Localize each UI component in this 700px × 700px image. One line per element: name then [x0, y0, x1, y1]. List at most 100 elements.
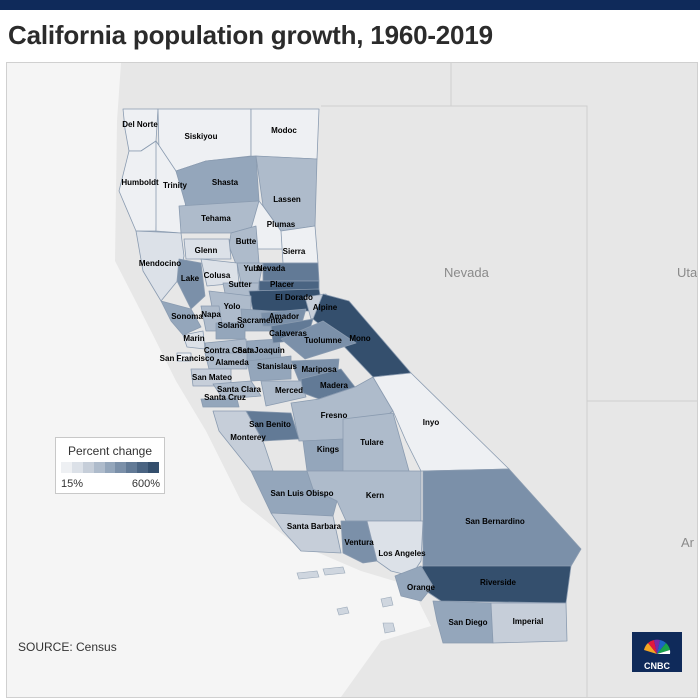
county-label-san-francisco: San Francisco	[160, 354, 215, 363]
county-label-fresno: Fresno	[321, 411, 348, 420]
county-sierra[interactable]	[280, 225, 319, 264]
county-label-marin: Marin	[183, 334, 204, 343]
county-san-diego[interactable]	[432, 600, 494, 644]
county-label-san-benito: San Benito	[249, 420, 291, 429]
state-label-utah: Uta	[677, 265, 697, 280]
county-label-lake: Lake	[181, 274, 200, 283]
legend: Percent change 15% 600%	[55, 437, 165, 494]
legend-swatch	[126, 462, 138, 473]
california-map[interactable]: Del Norte Siskiyou Modoc Humboldt Trinity Sha…	[7, 63, 697, 697]
county-label-calaveras: Calaveras	[269, 329, 307, 338]
legend-swatch	[93, 462, 105, 473]
county-label-glenn: Glenn	[195, 246, 218, 255]
county-label-sacramento: Sacramento	[237, 316, 283, 325]
county-label-santa-clara: Santa Clara	[217, 385, 262, 394]
county-label-monterey: Monterey	[230, 433, 266, 442]
map-container[interactable]: Del Norte Siskiyou Modoc Humboldt Trinity Sha…	[6, 62, 698, 698]
county-label-alpine: Alpine	[313, 303, 338, 312]
legend-swatch	[137, 462, 149, 473]
county-san-francisco[interactable]	[176, 352, 192, 362]
legend-min-label: 15%	[61, 478, 84, 490]
county-label-san-mateo: San Mateo	[192, 373, 232, 382]
county-label-solano: Solano	[218, 321, 245, 330]
county-santa-barbara[interactable]	[270, 512, 342, 554]
county-label-riverside: Riverside	[480, 578, 517, 587]
county-label-colusa: Colusa	[204, 271, 231, 280]
county-label-inyo: Inyo	[423, 418, 440, 427]
county-marin[interactable]	[182, 330, 206, 350]
county-label-amador: Amador	[269, 312, 299, 321]
county-label-mono: Mono	[349, 334, 370, 343]
county-label-napa: Napa	[201, 310, 221, 319]
county-label-sutter: Sutter	[228, 280, 251, 289]
county-label-orange: Orange	[407, 583, 436, 592]
top-bar	[0, 0, 700, 10]
county-ventura[interactable]	[340, 520, 378, 564]
county-label-san-joaquin: San Joaquin	[237, 346, 285, 355]
county-lake[interactable]	[176, 258, 206, 310]
county-label-san-bernardino: San Bernardino	[465, 517, 525, 526]
county-label-merced: Merced	[275, 386, 303, 395]
county-label-stanislaus: Stanislaus	[257, 362, 298, 371]
source-note: SOURCE: Census	[18, 640, 117, 654]
county-orange[interactable]	[394, 565, 434, 602]
county-label-alameda: Alameda	[215, 358, 249, 367]
county-label-yolo: Yolo	[224, 302, 241, 311]
county-label-shasta: Shasta	[212, 178, 239, 187]
county-shasta[interactable]	[175, 155, 260, 207]
county-imperial[interactable]	[490, 602, 568, 644]
county-stanislaus[interactable]	[246, 355, 292, 382]
county-santa-cruz[interactable]	[200, 398, 240, 408]
legend-swatch	[115, 462, 127, 473]
legend-title: Percent change	[67, 444, 153, 458]
county-alameda[interactable]	[204, 352, 248, 370]
county-sonoma[interactable]	[160, 300, 202, 336]
legend-color-scale	[61, 462, 160, 473]
county-label-santa-barbara: Santa Barbara	[287, 522, 342, 531]
county-san-bernardino[interactable]	[422, 468, 582, 567]
county-label-ventura: Ventura	[344, 538, 374, 547]
county-santa-clara[interactable]	[212, 380, 262, 400]
county-label-placer: Placer	[270, 280, 294, 289]
county-kings[interactable]	[302, 438, 344, 472]
county-label-butte: Butte	[236, 237, 257, 246]
county-tuolumne[interactable]	[280, 320, 357, 360]
county-label-mariposa: Mariposa	[301, 365, 337, 374]
county-label-lassen: Lassen	[273, 195, 301, 204]
legend-swatch	[104, 462, 116, 473]
county-label-nevada: Nevada	[257, 264, 286, 273]
county-label-modoc: Modoc	[271, 126, 297, 135]
county-label-plumas: Plumas	[267, 220, 296, 229]
county-label-del-norte: Del Norte	[122, 120, 158, 129]
county-label-tehama: Tehama	[201, 214, 231, 223]
county-label-tulare: Tulare	[360, 438, 384, 447]
county-label-san-luis-obispo: San Luis Obispo	[270, 489, 333, 498]
state-label-nevada: Nevada	[444, 265, 490, 280]
county-label-el-dorado: El Dorado	[275, 293, 313, 302]
county-label-tuolumne: Tuolumne	[304, 336, 342, 345]
county-label-san-diego: San Diego	[448, 618, 487, 627]
county-label-humboldt: Humboldt	[121, 178, 159, 187]
county-label-siskiyou: Siskiyou	[185, 132, 218, 141]
legend-swatch	[82, 462, 94, 473]
county-label-sierra: Sierra	[283, 247, 306, 256]
county-merced[interactable]	[260, 380, 307, 407]
county-label-contra-costa: Contra Costa	[204, 346, 255, 355]
county-label-yuba: Yuba	[243, 264, 263, 273]
state-border	[321, 105, 588, 697]
county-label-trinity: Trinity	[163, 181, 188, 190]
legend-swatch	[61, 462, 72, 473]
county-label-kings: Kings	[317, 445, 340, 454]
county-label-imperial: Imperial	[513, 617, 544, 626]
cnbc-logo: CNBC	[632, 632, 682, 672]
legend-max-label: 600%	[131, 478, 160, 490]
channel-islands	[296, 566, 396, 634]
county-label-sonoma: Sonoma	[171, 312, 203, 321]
county-glenn[interactable]	[183, 238, 232, 260]
page-title: California population growth, 1960-2019	[8, 20, 493, 50]
ocean	[7, 63, 431, 697]
logo-text: CNBC	[644, 661, 670, 671]
legend-swatch	[148, 462, 160, 473]
county-label-santa-cruz: Santa Cruz	[204, 393, 246, 402]
county-label-los-angeles: Los Angeles	[378, 549, 426, 558]
